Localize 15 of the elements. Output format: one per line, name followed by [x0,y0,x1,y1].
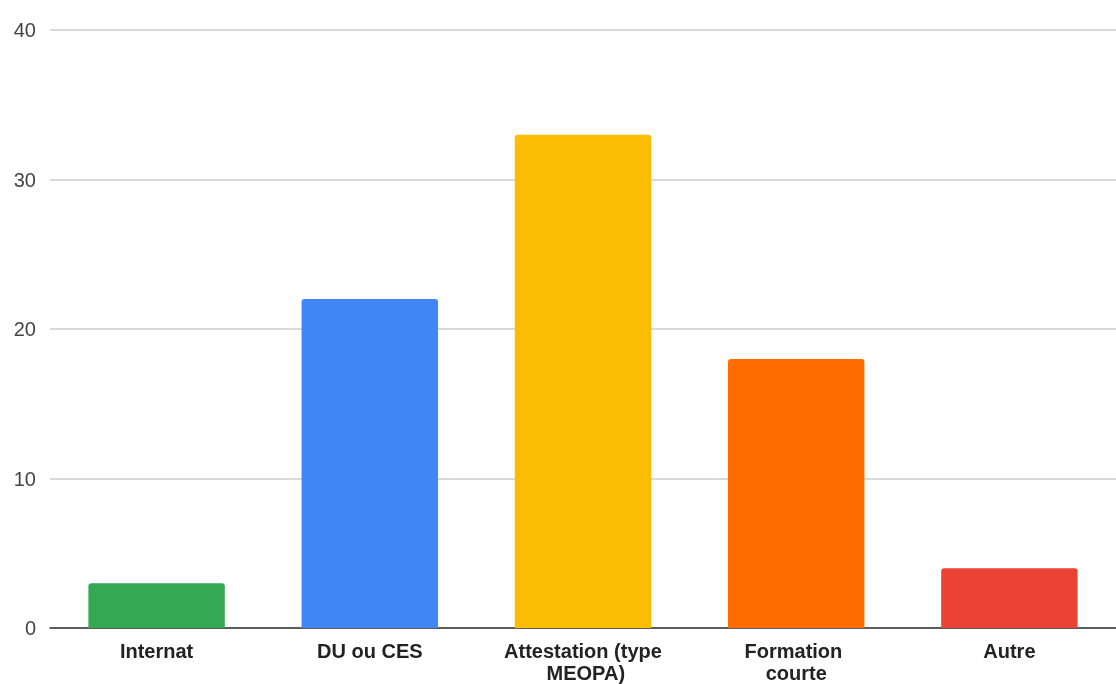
x-tick-label: Formation courte [744,640,848,684]
y-tick-label: 0 [24,617,36,639]
y-tick-label: 20 [13,318,36,340]
y-tick-label: 40 [13,19,36,41]
bar [941,568,1078,628]
bar [301,299,439,628]
y-tick-label: 10 [13,467,36,490]
y-tick-label: 30 [13,168,36,191]
bar [88,583,225,628]
x-tick-label: Autre [983,640,1036,662]
bar [514,134,652,628]
x-tick-label: DU ou CES [317,640,423,662]
x-tick-label: Internat [119,640,194,662]
x-tick-label: Attestation (type MEOPA) [504,640,662,684]
bar [727,358,865,628]
